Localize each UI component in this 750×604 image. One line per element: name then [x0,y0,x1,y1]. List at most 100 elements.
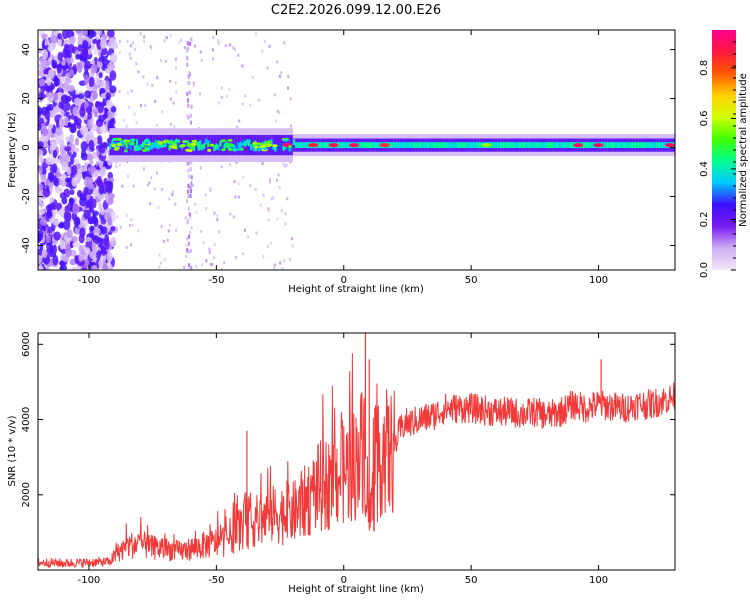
spectrogram-band-core [476,142,479,149]
spectrogram-streak-cell [186,62,189,67]
spectrogram-speckle-cell [204,193,207,197]
spectrogram-band-blob [159,144,165,148]
spectrogram-speckle-cell [207,247,210,251]
spectrogram-speckle-cell [264,39,267,43]
spectrogram-speckle-cell [217,41,220,45]
spectrogram-band-core [219,140,222,147]
spectrogram-noise-cell [91,242,97,252]
spectrogram-speckle-cell [143,39,146,43]
spectrogram-noise-cell [47,45,54,52]
spectrogram-band-core [521,142,524,149]
spectrogram-noise-cell [107,120,113,131]
spectrogram-speckle-cell [140,104,143,108]
spectrogram-band-core [280,143,283,150]
spectrogram-band-core [651,142,654,149]
spectrogram-noise-cell [53,158,61,165]
spectrogram-streak-cell [186,236,189,241]
spectrogram-noise-cell [88,183,95,190]
spectrogram-band-core [612,142,616,149]
spectrogram-streak-cell [186,161,189,166]
spectrogram-noise-cell [63,83,70,94]
spectrogram-noise-cell [67,43,75,54]
spectrogram-band-blob [134,148,140,152]
spectrogram-band-core [496,142,499,149]
spectrogram-band-core [274,145,277,152]
spectrogram-speckle-cell [229,162,232,166]
spectrogram-noise-cell [46,209,53,219]
spectrogram-band-core [164,141,167,147]
spectrogram-xtick-label: -50 [208,275,224,286]
spectrogram-band-core [502,142,506,149]
spectrogram-noise-cell [50,201,56,210]
spectrogram-noise-cell [72,203,80,215]
spectrogram-band-core [657,142,660,149]
spectrogram-band-core [539,142,542,149]
snr-y-axis-label: SNR (10 * v/v) [7,415,18,486]
spectrogram-speckle-cell [147,183,150,187]
spectrogram-band-blob [209,143,215,147]
spectrogram-band-core [559,142,563,149]
spectrogram-noise-cell [57,209,66,216]
spectrogram-speckle-cell [149,44,152,48]
spectrogram-speckle-cell [200,58,203,62]
spectrogram-band-core [472,142,475,149]
spectrogram-streak-cell [186,247,189,252]
spectrogram-band-blob [288,145,292,149]
spectrogram-noise-cell [70,154,75,165]
spectrogram-noise-cell [110,106,117,113]
spectrogram-streak-cell [187,160,190,165]
spectrogram-band-blob [207,148,212,152]
spectrogram-streak-cell [187,73,190,78]
spectrogram-noise-cell [99,87,106,94]
spectrogram-streak-cell [188,81,191,86]
spectrogram-noise-cell [84,236,93,243]
spectrogram-noise-cell [83,247,91,254]
spectrogram-noise-cell [80,152,89,161]
spectrogram-streak-cell [187,218,190,223]
spectrogram-speckle-cell [154,99,157,103]
spectrogram-noise-cell [38,124,42,131]
spectrogram-speckle-cell [224,44,227,48]
spectrogram-noise-cell [69,68,75,78]
spectrogram-band-core [408,142,412,149]
spectrogram-speckle-cell [205,206,208,210]
spectrogram-noise-cell [60,94,69,105]
spectrogram-noise-cell [38,183,44,191]
spectrogram-band-blob [130,138,136,142]
spectrogram-noise-cell [73,216,81,227]
spectrogram-speckle-cell [126,39,129,43]
spectrogram-band-core [563,142,567,149]
spectrogram-speckle-cell [242,175,245,179]
spectrogram-noise-cell [38,165,43,176]
spectrogram-speckle-cell [220,86,223,90]
spectrogram-speckle-cell [237,53,240,57]
spectrogram-noise-cell [98,143,106,154]
spectrogram-noise-cell [63,188,71,198]
spectrogram-streak-cell [190,181,193,186]
spectrogram-band-blob [252,148,258,152]
spectrogram-noise-cell [104,192,110,203]
spectrogram-streak-cell [188,174,191,179]
spectrogram-speckle-cell [129,243,132,247]
spectrogram-band-core [637,142,640,149]
spectrogram-band-blob [265,140,272,144]
spectrogram-speckle-cell [150,176,153,180]
spectrogram-band-core [439,142,442,149]
spectrogram-speckle-cell [280,71,283,75]
spectrogram-band-core [294,142,298,149]
spectrogram-noise-cell [101,47,108,56]
spectrogram-band-blob [117,137,122,141]
spectrogram-speckle-cell [273,263,276,267]
spectrogram-noise-cell [44,109,51,120]
spectrogram-speckle-cell [216,218,219,222]
spectrogram-speckle-cell [132,41,135,45]
spectrogram-speckle-cell [116,215,119,219]
spectrogram-streak-cell [188,90,191,95]
spectrogram-noise-cell [87,118,93,130]
spectrogram-band-core [629,142,632,149]
spectrogram-streak-cell [186,199,189,204]
spectrogram-speckle-cell [280,209,283,213]
spectrogram-noise-cell [38,248,43,257]
spectrogram-streak-cell [187,98,190,103]
spectrogram-noise-cell [109,52,118,64]
